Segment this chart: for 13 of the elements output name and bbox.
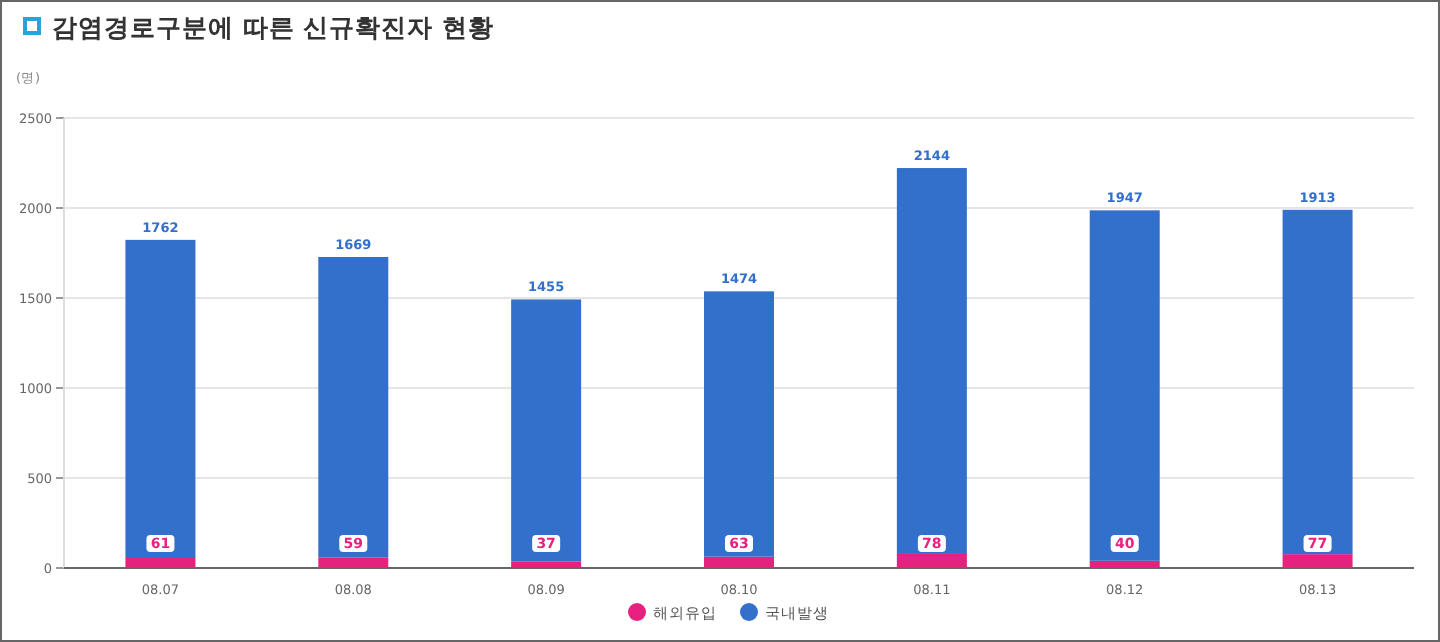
chart-title: 감염경로구분에 따른 신규확진자 현황 bbox=[52, 12, 495, 42]
bar bbox=[1282, 554, 1353, 568]
bar bbox=[1282, 209, 1353, 555]
bar bbox=[704, 291, 774, 557]
bar bbox=[896, 553, 967, 568]
bar bbox=[125, 557, 196, 568]
bar bbox=[896, 168, 967, 554]
bar bbox=[511, 561, 582, 568]
bar bbox=[318, 256, 389, 558]
bar bbox=[511, 299, 582, 562]
bar bbox=[125, 239, 196, 558]
bar bbox=[1089, 210, 1160, 561]
bar bbox=[318, 557, 389, 568]
